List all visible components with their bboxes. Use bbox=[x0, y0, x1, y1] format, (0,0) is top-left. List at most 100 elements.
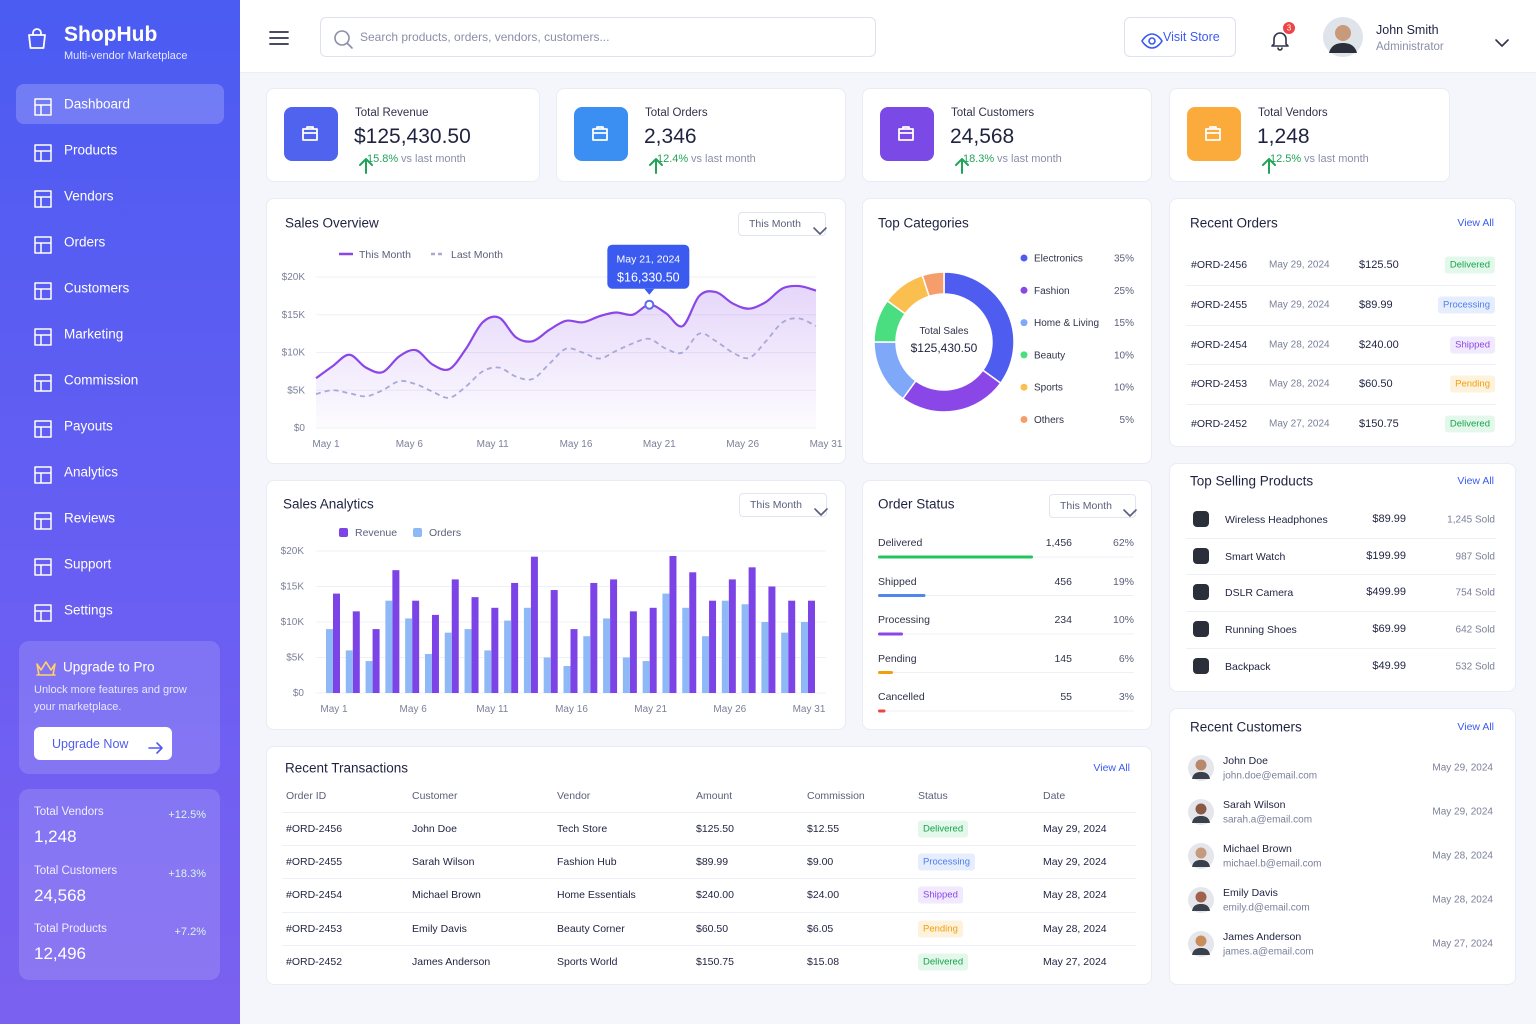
bar bbox=[669, 555, 677, 693]
table-cell: $24.00 bbox=[807, 889, 840, 902]
legend-value: 15% bbox=[1114, 318, 1134, 329]
table-cell: May 29, 2024 bbox=[1043, 856, 1107, 869]
bar bbox=[748, 567, 756, 693]
customer-avatar bbox=[1188, 931, 1214, 957]
nav-item[interactable]: Support bbox=[64, 556, 112, 572]
sidebar bbox=[0, 0, 240, 1024]
legend-value: 35% bbox=[1114, 254, 1134, 265]
filter-dropdown[interactable] bbox=[1049, 494, 1136, 518]
kpi-note: vs last month bbox=[401, 153, 466, 165]
order-amount: $60.50 bbox=[1359, 378, 1393, 391]
view-all-link[interactable]: View All bbox=[1457, 721, 1494, 733]
view-all-link[interactable]: View All bbox=[1457, 217, 1494, 229]
status-label: Cancelled bbox=[878, 691, 925, 703]
customer-name: James Anderson bbox=[1223, 931, 1302, 943]
legend-dot bbox=[1020, 286, 1028, 294]
filter-label[interactable]: This Month bbox=[1060, 500, 1112, 512]
nav-icon bbox=[34, 144, 52, 162]
filter-label[interactable]: This Month bbox=[750, 499, 802, 511]
legend-label: This Month bbox=[359, 249, 411, 261]
view-all-link[interactable]: View All bbox=[1093, 762, 1130, 774]
nav-item[interactable]: Commission bbox=[64, 372, 139, 388]
nav-icon-shape bbox=[34, 466, 52, 484]
product-price: $69.99 bbox=[1372, 623, 1406, 636]
nav-item[interactable]: Vendors bbox=[64, 188, 114, 204]
bar bbox=[471, 597, 479, 693]
row-divider bbox=[1186, 324, 1496, 326]
bar bbox=[504, 620, 512, 693]
avatar-body bbox=[1329, 43, 1357, 53]
visit-store-button[interactable] bbox=[1124, 17, 1236, 57]
nav-item[interactable]: Reviews bbox=[64, 510, 116, 526]
legend-dot bbox=[1020, 351, 1028, 359]
bar bbox=[543, 657, 551, 693]
column-header: Customer bbox=[412, 790, 458, 802]
status-badge: Pending bbox=[1450, 375, 1495, 393]
nav-item[interactable]: Customers bbox=[64, 280, 130, 296]
customer-name: Michael Brown bbox=[1223, 843, 1292, 855]
nav-item[interactable]: Products bbox=[64, 142, 118, 158]
top-categories-chart: Electronics 35% Fashion 25% Home & Living 15%… bbox=[873, 254, 1134, 426]
product-sold: 987 Sold bbox=[1455, 551, 1495, 563]
tooltip-pointer bbox=[644, 288, 655, 295]
product-name: DSLR Camera bbox=[1225, 587, 1294, 600]
kpi-glyph-shape bbox=[592, 126, 608, 141]
top-products-card-title: Top Selling Products bbox=[1190, 473, 1314, 489]
arrow-icon bbox=[148, 742, 163, 754]
side-stat-value: 12,496 bbox=[34, 944, 86, 963]
nav-item[interactable]: Analytics bbox=[64, 464, 119, 480]
upgrade-button[interactable] bbox=[34, 727, 172, 760]
order-id: #ORD-2453 bbox=[1191, 378, 1248, 391]
product-name: Running Shoes bbox=[1225, 624, 1297, 637]
y-tick-label: $5K bbox=[287, 385, 305, 396]
upgrade-button-label[interactable]: Upgrade Now bbox=[52, 737, 129, 751]
visit-store-label[interactable]: Visit Store bbox=[1163, 30, 1220, 44]
bell-icon-shape bbox=[1271, 32, 1289, 51]
x-tick-label: May 6 bbox=[396, 439, 424, 450]
table-cell: Beauty Corner bbox=[557, 922, 625, 935]
nav-icon bbox=[34, 604, 52, 622]
x-tick-label: May 21 bbox=[643, 439, 676, 450]
search-icon-shape bbox=[334, 30, 353, 49]
notification-count: 3 bbox=[1286, 23, 1292, 33]
product-image-shape bbox=[1193, 657, 1209, 674]
row-divider bbox=[282, 944, 1136, 946]
bar bbox=[563, 666, 571, 693]
kpi-glyph-shape bbox=[1205, 126, 1221, 141]
nav-icon-shape bbox=[34, 558, 52, 576]
bar bbox=[392, 570, 400, 693]
bar bbox=[352, 611, 360, 693]
up-arrow bbox=[358, 157, 373, 174]
nav-item[interactable]: Settings bbox=[64, 602, 113, 618]
arrow-icon-shape bbox=[148, 742, 163, 754]
status-bar bbox=[878, 594, 926, 597]
nav-item[interactable]: Payouts bbox=[64, 418, 113, 434]
search-box[interactable] bbox=[320, 17, 876, 57]
nav-icon bbox=[34, 374, 52, 392]
order-date: May 29, 2024 bbox=[1269, 259, 1330, 271]
kpi-label: Total Orders bbox=[645, 107, 708, 119]
customer-date: May 29, 2024 bbox=[1432, 806, 1493, 818]
nav-icon bbox=[34, 328, 52, 346]
filter-dropdown[interactable] bbox=[738, 212, 826, 236]
filter-dropdown[interactable] bbox=[739, 493, 827, 517]
view-all-link[interactable]: View All bbox=[1457, 475, 1494, 487]
nav-item[interactable]: Dashboard bbox=[64, 96, 131, 112]
kpi-change: 18.3% bbox=[963, 153, 995, 165]
x-tick-label: May 26 bbox=[713, 704, 746, 715]
side-stat-change: +18.3% bbox=[168, 867, 206, 880]
nav-item[interactable]: Marketing bbox=[64, 326, 124, 342]
filter-chevron-shape bbox=[813, 227, 827, 235]
customer-email: james.a@email.com bbox=[1223, 946, 1314, 958]
x-tick-label: May 21 bbox=[634, 704, 667, 715]
nav-item[interactable]: Orders bbox=[64, 234, 106, 250]
status-percent: 19% bbox=[1112, 575, 1134, 588]
kpi-icon bbox=[574, 107, 628, 161]
x-tick-label: May 6 bbox=[400, 704, 428, 715]
tooltip-date: May 21, 2024 bbox=[617, 254, 681, 266]
eye-icon-shape bbox=[1141, 33, 1163, 49]
bar bbox=[709, 600, 717, 693]
status-label: Processing bbox=[878, 614, 930, 626]
filter-label[interactable]: This Month bbox=[749, 218, 801, 230]
nav-icon-shape bbox=[34, 236, 52, 254]
